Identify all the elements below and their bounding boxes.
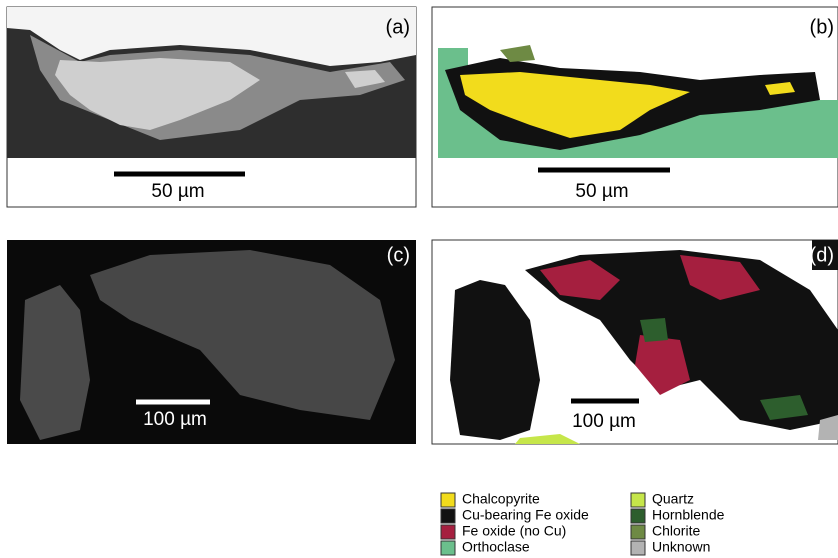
legend-swatch [630,508,646,524]
legend-label: Fe oxide (no Cu) [462,523,566,539]
mineral-map [680,255,760,300]
panel-c: 100 µm (c) [7,240,416,444]
mineral-map [765,82,795,95]
mineral-map [640,318,668,342]
legend-swatch [630,492,646,508]
grain [90,250,395,420]
legend-label: Unknown [652,539,710,555]
grain [20,285,90,440]
panel-label: (c) [387,244,410,266]
legend-swatch [440,524,456,540]
scale-label: 100 µm [572,411,636,432]
mineral-map [760,395,808,420]
label-box [812,240,838,270]
grain [55,58,260,130]
mineral-map [818,415,838,440]
legend-label: Cu-bearing Fe oxide [462,507,589,523]
legend-label: Hornblende [652,507,725,523]
legend-label: Orthoclase [462,539,530,555]
scale-label: 50 µm [575,181,628,202]
mineral-map [460,72,690,138]
mineral-map [635,335,690,395]
panel-a: 50 µm (a) [6,6,417,208]
grain [345,70,385,88]
mineral-map [540,260,620,300]
panel-b: 50 µm (b) [431,6,838,208]
legend-swatch [440,508,456,524]
legend-swatch [440,492,456,508]
mineral-map [450,280,540,440]
legend-swatch [630,524,646,540]
legend-swatch [630,540,646,556]
panel-label: (d) [810,244,834,266]
scale-label: 100 µm [143,409,207,430]
legend-label: Chlorite [652,523,700,539]
legend-swatch [440,540,456,556]
legend-label: Chalcopyrite [462,491,540,507]
scale-label: 50 µm [151,181,204,202]
mineral-map [515,434,580,444]
mineral-map [500,45,535,62]
panel-label: (b) [810,16,834,38]
panel-d: 100 µm (d) [431,239,838,445]
legend-label: Quartz [652,491,694,507]
panel-label: (a) [386,16,410,38]
background-region [7,7,416,66]
